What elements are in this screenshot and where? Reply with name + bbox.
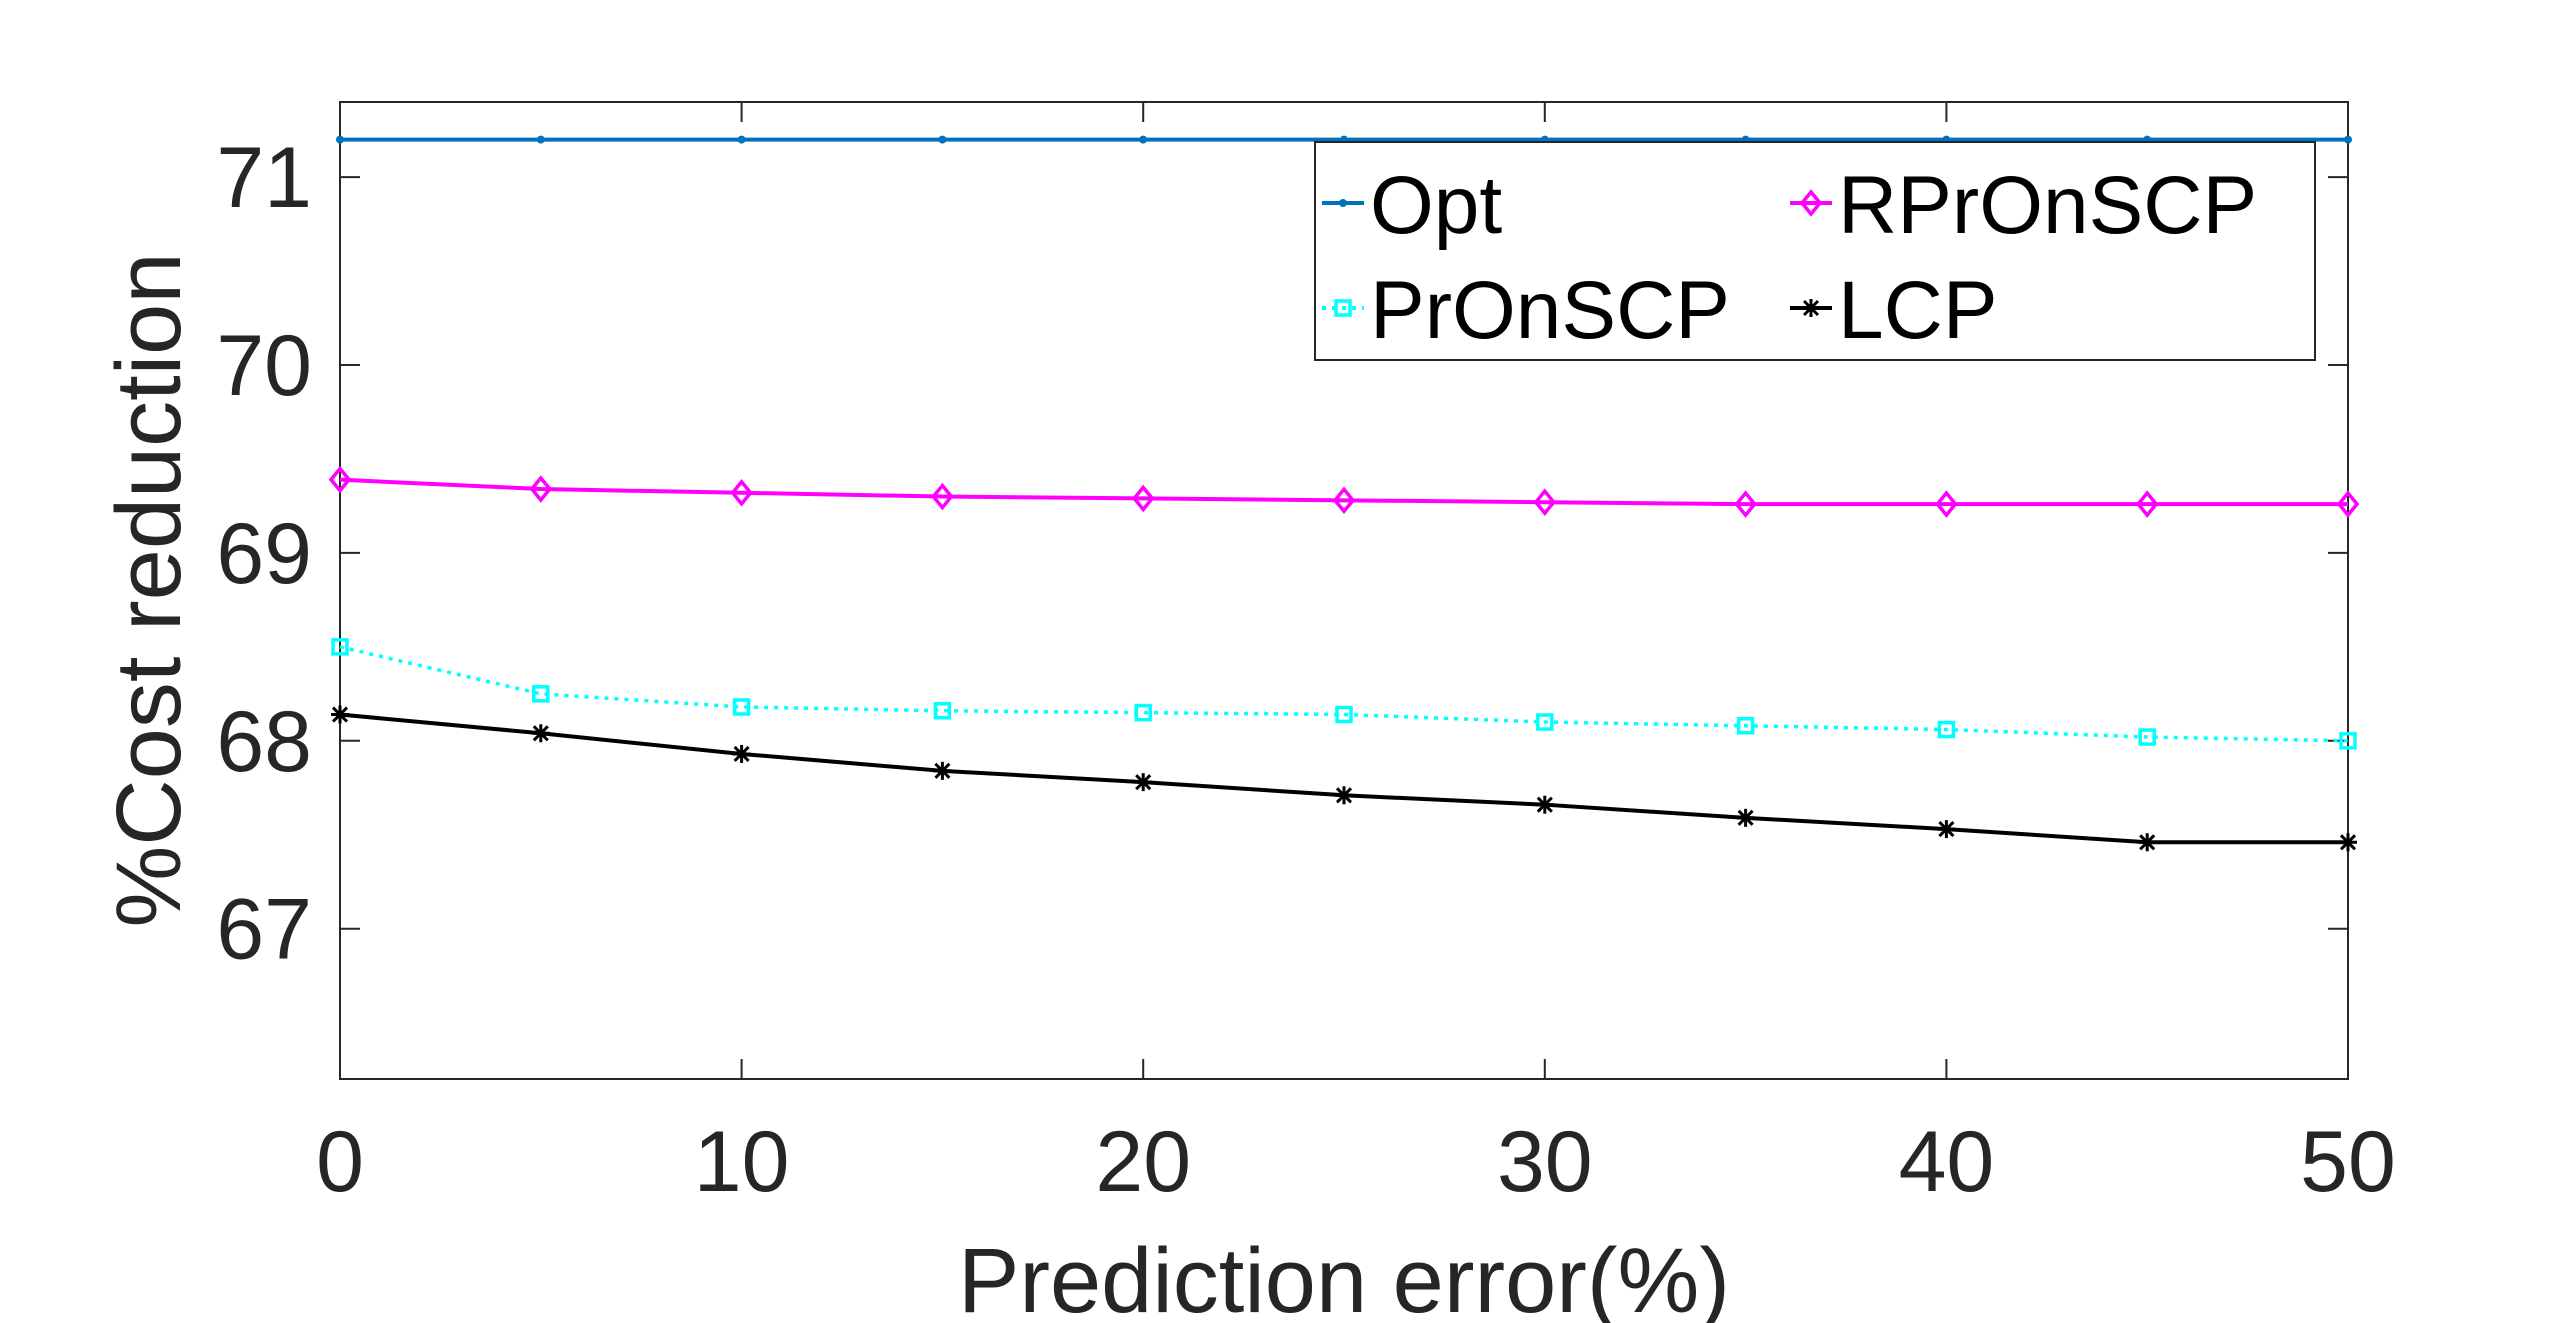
legend-label: LCP (1838, 265, 1998, 356)
series-line (339, 645, 2349, 743)
series-rpronscp (328, 465, 2360, 518)
data-point (2138, 833, 2157, 852)
series-line (339, 477, 2348, 507)
series-layer (328, 135, 2360, 852)
data-point (536, 135, 545, 144)
data-point (938, 135, 947, 144)
legend-marker (1334, 299, 1352, 317)
data-point (730, 479, 753, 507)
data-point (336, 135, 344, 144)
legend-marker (1799, 189, 1823, 217)
y-axis-ticks: 67 68 69 70 71 (216, 130, 2348, 978)
data-point (2339, 833, 2357, 852)
data-point (732, 744, 751, 763)
data-point (1134, 773, 1153, 792)
x-tick-label: 40 (1899, 1114, 1995, 1210)
x-tick-label: 20 (1095, 1114, 1191, 1210)
legend-item: Opt (1322, 160, 1502, 251)
data-point (1935, 490, 1958, 518)
series-pronscp (331, 638, 2357, 750)
data-point (2344, 135, 2352, 144)
data-point (2138, 728, 2156, 746)
data-point (331, 705, 349, 724)
y-tick-label: 70 (216, 318, 312, 414)
data-point (1134, 703, 1152, 722)
legend-label: Opt (1370, 160, 1502, 251)
x-tick-label: 50 (2300, 1114, 2396, 1210)
data-point (1736, 808, 1755, 827)
y-tick-label: 71 (216, 130, 312, 226)
legend-item: LCP (1790, 265, 1998, 356)
legend-items: Opt RPrOnSCP PrOnSCP LCP (1322, 160, 2257, 356)
data-point (1536, 713, 1554, 731)
data-point (1139, 135, 1148, 144)
legend-box (1314, 141, 2316, 361)
data-point (331, 638, 349, 656)
series-lcp (331, 705, 2357, 852)
x-axis-label: Prediction error(%) (958, 1230, 1730, 1323)
data-point (737, 135, 746, 144)
legend: Opt RPrOnSCP PrOnSCP LCP (1314, 141, 2316, 361)
data-point (1533, 488, 1557, 516)
legend-marker (1339, 199, 1347, 207)
data-point (1131, 484, 1155, 513)
legend-marker (1802, 299, 1820, 317)
y-axis-label: %Cost reduction (98, 253, 200, 928)
data-point (532, 685, 550, 703)
x-tick-label: 30 (1497, 1114, 1593, 1210)
data-point (2135, 490, 2159, 518)
legend-item: RPrOnSCP (1790, 160, 2257, 251)
data-point (1335, 705, 1353, 724)
data-point (933, 761, 952, 780)
data-point (1937, 720, 1956, 739)
data-point (732, 698, 751, 716)
x-axis-ticks: 0 10 20 30 40 50 (316, 102, 2396, 1210)
y-tick-label: 68 (216, 694, 312, 790)
x-tick-label: 10 (694, 1114, 790, 1210)
legend-label: RPrOnSCP (1838, 160, 2257, 251)
data-point (1937, 820, 1956, 839)
data-point (933, 701, 952, 720)
data-point (2336, 490, 2360, 518)
data-point (1335, 786, 1353, 805)
data-point (1736, 717, 1755, 735)
data-point (2339, 732, 2357, 750)
legend-item: PrOnSCP (1322, 265, 1730, 356)
data-point (531, 724, 550, 743)
y-tick-label: 67 (216, 882, 312, 978)
data-point (1332, 486, 1356, 515)
data-point (1535, 795, 1554, 814)
data-point (1734, 490, 1757, 518)
data-point (529, 475, 553, 503)
x-tick-label: 0 (316, 1114, 364, 1210)
legend-label: PrOnSCP (1370, 265, 1730, 356)
data-point (328, 465, 352, 494)
data-point (931, 482, 954, 511)
y-tick-label: 69 (216, 506, 312, 602)
